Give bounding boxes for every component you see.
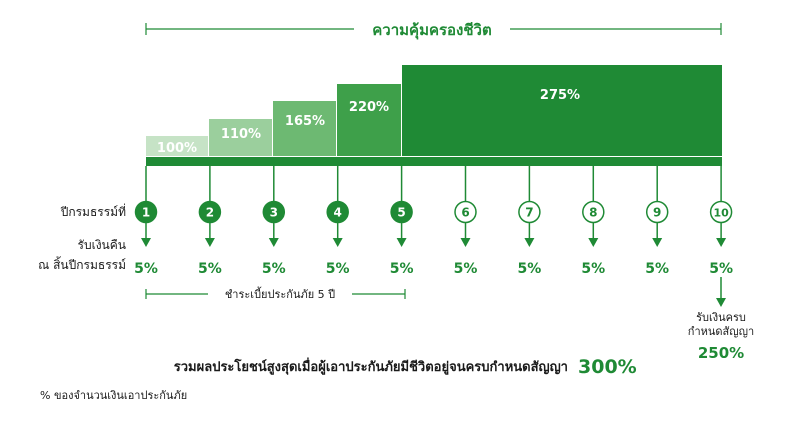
refund-percent: 5% <box>518 261 542 277</box>
year-number: 5 <box>397 206 405 220</box>
refund-arrow-head <box>524 238 535 247</box>
refund-arrow-head <box>141 238 151 247</box>
refund-percent: 5% <box>390 261 414 277</box>
refund-percent: 5% <box>645 261 669 277</box>
maturity-value: 250% <box>698 344 744 362</box>
step-label-2: 110% <box>221 127 261 142</box>
refund-percent: 5% <box>709 261 733 277</box>
refund-arrow-head <box>268 238 279 247</box>
premium-period: ชำระเบี้ยประกันภัย 5 ปี <box>225 286 335 301</box>
step-bar-4 <box>337 84 401 156</box>
year-number: 10 <box>713 207 729 220</box>
year-number: 3 <box>270 206 278 220</box>
maturity-line2: กำหนดสัญญา <box>688 325 754 338</box>
step-label-1: 100% <box>157 141 197 156</box>
step-bar-5 <box>402 65 722 156</box>
year-number: 8 <box>589 206 597 220</box>
refund-percent: 5% <box>326 261 350 277</box>
year-number: 1 <box>142 206 150 220</box>
refund-arrow-head <box>460 238 471 247</box>
refund-arrow-head <box>588 238 599 247</box>
policy-year-label: ปีกรมธรรม์ที่ <box>60 203 126 219</box>
year-number: 9 <box>653 206 661 220</box>
refund-percent: 5% <box>581 261 605 277</box>
coverage-steps: 100% 110% 165% 220% 275% <box>146 65 722 156</box>
step-bar-2 <box>209 119 272 156</box>
refund-percent: 5% <box>134 261 158 277</box>
maturity-arrow-head <box>716 298 726 307</box>
step-bar-1 <box>146 136 208 156</box>
refund-percent: 5% <box>198 261 222 277</box>
footnote: % ของจำนวนเงินเอาประกันภัย <box>40 389 187 402</box>
step-label-5: 275% <box>540 88 580 103</box>
refund-percent: 5% <box>262 261 286 277</box>
refund-arrow-head <box>396 238 407 247</box>
refund-arrow-head <box>652 238 663 247</box>
timeline-bar <box>146 157 722 166</box>
step-bar-3 <box>273 101 336 156</box>
refund-arrow-head <box>716 238 727 247</box>
year-number: 6 <box>461 206 469 220</box>
total-benefit-value: 300% <box>578 356 637 378</box>
year-number: 4 <box>334 206 342 220</box>
coverage-title: ความคุ้มครองชีวิต <box>372 21 491 40</box>
refund-percent: 5% <box>454 261 478 277</box>
year-markers: 1 5% 2 5% 3 5% 4 5% 5 5% 6 5% 7 5% 8 5% 9 5% 10 5% <box>134 166 733 277</box>
year-number: 7 <box>525 206 533 220</box>
refund-arrow-head <box>204 238 215 247</box>
maturity-line1: รับเงินครบ <box>696 311 746 324</box>
refund-arrow-head <box>332 238 343 247</box>
step-label-3: 165% <box>285 114 325 129</box>
total-benefit-text: รวมผลประโยชน์สูงสุดเมื่อผู้เอาประกันภัยม… <box>174 357 568 375</box>
refund-label-line1: รับเงินคืน <box>78 238 126 252</box>
step-label-4: 220% <box>349 100 389 115</box>
refund-label-line2: ณ สิ้นปีกรมธรรม์ <box>38 256 126 272</box>
year-number: 2 <box>206 206 214 220</box>
